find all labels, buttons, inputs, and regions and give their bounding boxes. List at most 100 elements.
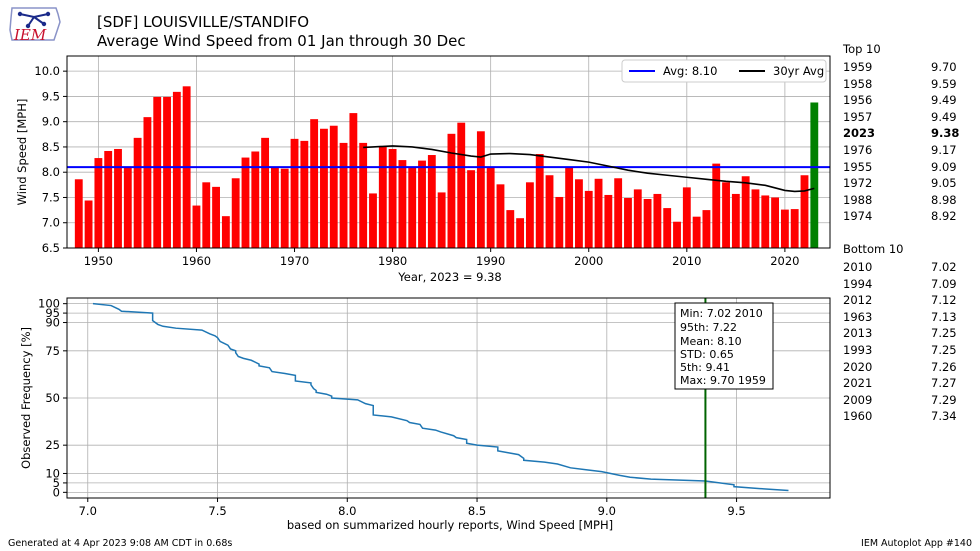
top-y-tick-label: 7.5	[42, 190, 60, 204]
bottom-rank-value: 7.12	[931, 293, 957, 308]
legend-avg30-label: 30yr Avg	[773, 64, 824, 78]
bottom-rank-year: 1993	[843, 343, 873, 357]
year-bar	[202, 182, 211, 248]
year-bar	[123, 167, 132, 248]
year-bar	[418, 160, 426, 248]
year-bar	[731, 193, 740, 248]
chart-title-line2: Average Wind Speed from 01 Jan through 3…	[97, 32, 466, 50]
year-bar	[212, 186, 220, 248]
year-bar	[310, 119, 319, 248]
bar-series	[74, 86, 819, 249]
top-rank-year: 1959	[843, 60, 873, 74]
year-bar	[525, 182, 534, 248]
top-y-tick-label: 8.5	[42, 140, 60, 154]
year-bar	[192, 205, 201, 248]
year-bar	[692, 216, 701, 248]
year-bar	[339, 142, 348, 248]
bottom-y-tick-label: 25	[45, 438, 60, 452]
year-bar	[427, 155, 436, 248]
year-bar	[555, 196, 564, 248]
year-bar	[810, 102, 819, 248]
year-bar	[74, 179, 83, 248]
footer-app: IEM Autoplot App #140	[861, 538, 972, 549]
year-bar	[575, 179, 583, 248]
bottom-rank-value: 7.25	[931, 326, 957, 341]
bottom-rank-value: 7.34	[931, 409, 957, 424]
year-bar	[457, 122, 466, 248]
iem-logo: IEM	[9, 7, 61, 44]
top-x-tick-label: 1990	[476, 254, 505, 268]
top-plot-frame	[66, 55, 831, 249]
year-bar	[408, 167, 417, 248]
top-rank-year: 2023	[843, 126, 876, 141]
top-x-tick-label: 1970	[280, 254, 309, 268]
bottom-y-axis-label: Observed Frequency [%]	[19, 327, 33, 469]
bottom-y-tick-label: 50	[45, 391, 60, 405]
top-x-tick-label: 2020	[770, 254, 799, 268]
year-bar	[486, 167, 495, 248]
year-bar	[565, 167, 574, 248]
top-gridlines	[67, 56, 830, 249]
bottom-rank-value: 7.09	[931, 276, 957, 291]
year-bar	[800, 175, 809, 248]
year-bar	[349, 113, 358, 249]
year-bar	[133, 137, 142, 248]
stats-line: 5th: 9.41	[680, 361, 730, 374]
top-y-tick-label: 9.0	[42, 115, 60, 129]
year-bar	[398, 160, 407, 248]
top-y-tick-label: 9.5	[42, 89, 60, 103]
year-bar	[104, 150, 113, 248]
annual-bar-chart: 6.57.07.58.08.59.09.510.0 1950 1960 1970 19…	[15, 55, 831, 284]
top-y-ticks: 6.5 7.0 7.5 8.0 8.5 9.0 9.5 10.0	[34, 64, 67, 255]
bottom-rank-value: 7.25	[931, 343, 957, 357]
iowa-outline-icon	[9, 7, 61, 41]
top-y-tick-label: 10.0	[34, 64, 60, 78]
top-y-axis-label: Wind Speed [MPH]	[15, 99, 29, 206]
year-bar	[320, 128, 328, 248]
top-x-tick-label: 1980	[378, 254, 407, 268]
year-bar	[300, 140, 309, 248]
year-bar	[594, 178, 603, 248]
year-bar	[280, 168, 289, 248]
year-bar	[653, 193, 662, 248]
top-x-tick-label: 2000	[574, 254, 603, 268]
top-x-tick-label: 1960	[182, 254, 211, 268]
year-bar	[94, 158, 103, 248]
year-bar	[378, 146, 387, 248]
year-bar	[790, 209, 799, 248]
stats-line: 95th: 7.22	[680, 321, 737, 334]
year-bar	[633, 189, 642, 248]
bottom-rank-year: 2009	[843, 392, 873, 407]
top-rank-year: 1974	[843, 209, 873, 224]
bottom-x-tick-label: 8.5	[468, 504, 486, 518]
top-x-tick-label: 2010	[672, 254, 701, 268]
year-bar	[516, 218, 525, 248]
top-rank-year: 1988	[843, 192, 873, 207]
bottom-y-tick-label: 0	[53, 485, 60, 499]
top-rank-value: 9.09	[931, 159, 957, 174]
year-bar	[673, 221, 681, 248]
bottom-x-tick-label: 7.0	[79, 504, 97, 518]
top-rank-value: 8.92	[931, 209, 957, 224]
stats-line: STD: 0.65	[680, 348, 734, 361]
bottom-y-tick-label: 10	[45, 466, 60, 480]
bottom-y-tick-label: 75	[45, 344, 60, 358]
year-bar	[388, 148, 397, 248]
top-rank-year: 1957	[843, 109, 873, 124]
top-rank-year: 1955	[843, 159, 873, 174]
year-bar	[476, 131, 485, 248]
bottom-rank-value: 7.29	[931, 392, 957, 407]
bottom-rank-value: 7.02	[931, 260, 957, 274]
year-bar	[722, 182, 730, 248]
year-bar	[761, 195, 770, 248]
top-10-title: Top 10	[843, 42, 881, 56]
top-rank-value: 9.49	[931, 109, 957, 124]
chart-title-line1: [SDF] LOUISVILLE/STANDIFO	[97, 13, 309, 31]
year-bar	[545, 175, 554, 248]
year-bar	[741, 176, 750, 248]
year-bar	[682, 187, 691, 248]
year-bar	[437, 192, 446, 248]
stats-box: Min: 7.02 2010 95th: 7.22 Mean: 8.10 STD…	[674, 302, 774, 390]
